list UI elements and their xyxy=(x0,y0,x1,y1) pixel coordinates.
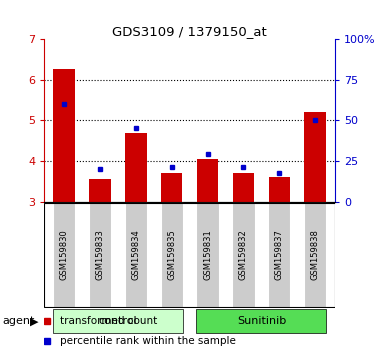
Text: GSM159832: GSM159832 xyxy=(239,229,248,280)
Bar xyxy=(232,203,254,307)
Bar xyxy=(196,203,219,307)
Bar xyxy=(197,159,218,202)
Text: GSM159834: GSM159834 xyxy=(131,229,140,280)
Bar xyxy=(125,203,147,307)
Bar xyxy=(233,173,254,202)
Text: Sunitinib: Sunitinib xyxy=(237,316,286,326)
Text: GSM159835: GSM159835 xyxy=(167,229,176,280)
Text: GSM159831: GSM159831 xyxy=(203,229,212,280)
Bar xyxy=(125,132,147,202)
Bar xyxy=(53,69,75,202)
Bar xyxy=(89,203,111,307)
Text: control: control xyxy=(99,316,137,326)
Text: ▶: ▶ xyxy=(30,316,38,326)
Bar xyxy=(305,112,326,202)
Text: GSM159830: GSM159830 xyxy=(60,229,69,280)
Bar xyxy=(161,203,183,307)
Bar xyxy=(89,179,110,202)
Text: GSM159833: GSM159833 xyxy=(95,229,104,280)
Bar xyxy=(53,309,183,333)
Text: GSM159837: GSM159837 xyxy=(275,229,284,280)
Bar xyxy=(268,203,290,307)
Title: GDS3109 / 1379150_at: GDS3109 / 1379150_at xyxy=(112,25,267,38)
Text: percentile rank within the sample: percentile rank within the sample xyxy=(60,336,236,346)
Bar xyxy=(269,177,290,202)
Bar xyxy=(196,309,326,333)
Bar xyxy=(161,173,182,202)
Bar xyxy=(53,203,75,307)
Text: agent: agent xyxy=(2,316,34,326)
Text: GSM159838: GSM159838 xyxy=(311,229,320,280)
Text: transformed count: transformed count xyxy=(60,316,157,326)
Bar xyxy=(304,203,326,307)
